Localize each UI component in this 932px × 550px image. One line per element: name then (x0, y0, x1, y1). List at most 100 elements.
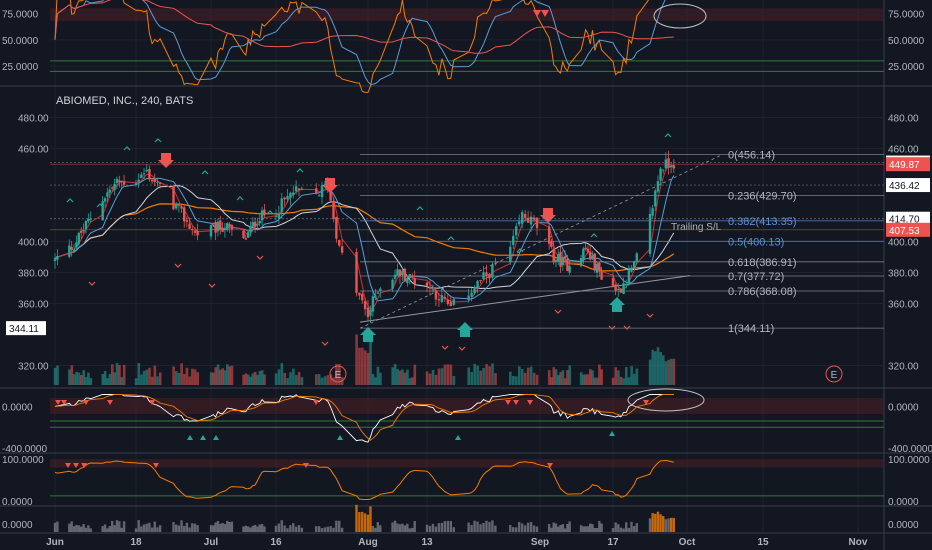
candle-body (242, 230, 245, 239)
cci-buy-marker (455, 435, 461, 440)
volume-panel-bar (482, 522, 485, 532)
candle-body (158, 182, 162, 184)
volume-bar (82, 370, 85, 385)
volume-bar (355, 334, 358, 385)
cci-sell-marker (149, 400, 155, 405)
candle-body (374, 295, 377, 298)
volume-bar (627, 377, 631, 385)
volume-panel-bar (84, 527, 88, 532)
up-chevron (296, 168, 304, 173)
candle-body (338, 240, 341, 246)
cci-buy-marker (200, 435, 206, 440)
main-y-tick-label: 360.00 (888, 300, 919, 311)
volume-panel-bar (523, 525, 527, 532)
top-y-tick-label: 25.0000 (888, 62, 925, 73)
volume-panel-bar (148, 522, 151, 532)
candle-body (428, 286, 432, 289)
volume-panel-bar (369, 506, 372, 532)
volume-panel-bar (338, 520, 341, 532)
candle-body (632, 261, 636, 269)
candle-body (470, 292, 473, 297)
candle-body (443, 296, 447, 299)
volume-bar (659, 352, 662, 385)
volume-bar (552, 367, 556, 385)
candle-body (212, 222, 215, 224)
volume-bar (188, 376, 191, 385)
volume-panel-bar (158, 525, 162, 532)
candle-body (355, 252, 358, 293)
volume-panel-bar (595, 527, 599, 532)
candle-body (672, 165, 675, 169)
volume-panel-bar (630, 521, 633, 532)
volume-panel-bar (648, 518, 652, 532)
volume-panel-bar (150, 527, 154, 532)
volume-panel-bar (591, 524, 594, 532)
volume-panel-bar (476, 521, 479, 532)
volume-panel-bar (82, 523, 85, 532)
candle-body (185, 220, 189, 222)
up-chevron (201, 170, 209, 175)
fib-level-label: 0.618(386.91) (728, 257, 797, 269)
annotation-ellipse (627, 388, 705, 412)
volume-panel-bar (140, 526, 143, 532)
volume-bar (520, 369, 524, 385)
candle-body (630, 267, 633, 272)
volume-bar (515, 376, 518, 385)
volume-bar (648, 359, 652, 385)
volume-panel-bar (256, 526, 259, 532)
candle-body (366, 307, 370, 318)
volume-bar (145, 369, 149, 385)
candle-body (391, 279, 394, 289)
candle-body (617, 288, 620, 291)
volume-bar (323, 376, 327, 385)
top-y-tick-label: 50.0000 (888, 36, 925, 47)
candle-body (595, 263, 599, 273)
volume-panel-bar (188, 527, 191, 532)
candle-body (547, 226, 551, 244)
volume-bar (446, 364, 450, 385)
volume-panel-bar (588, 523, 592, 532)
volume-panel-bar (219, 523, 222, 532)
volume-bar (651, 349, 655, 385)
volume-bar (529, 366, 533, 385)
main-y-tick-label-left: 360.00 (18, 300, 49, 311)
candle-body (358, 292, 361, 296)
volume-panel-bar (340, 527, 344, 532)
volume-bar (300, 377, 304, 385)
candle-body (323, 184, 327, 186)
candle-body (332, 201, 335, 220)
candle-body (209, 225, 213, 237)
candle-body (226, 223, 229, 231)
volume-panel-bar (582, 526, 585, 532)
volume-panel-bar (286, 528, 289, 532)
volume-bar (53, 367, 57, 385)
candle-body (669, 165, 673, 168)
volume-panel-bar (625, 522, 628, 532)
cci-buy-marker (337, 435, 343, 440)
cci-sell-marker (527, 400, 533, 405)
volume-bar (635, 368, 639, 385)
volume-bar (600, 369, 603, 385)
candle-body (145, 169, 148, 172)
volume-bar (614, 367, 618, 385)
candle-body (258, 221, 261, 224)
candle-body (611, 278, 615, 287)
left-price-tag-label: 344.11 (9, 324, 39, 335)
candle-body (396, 269, 399, 276)
candle-body (561, 257, 565, 266)
volume-bar (226, 364, 229, 385)
volume-panel-bar (244, 525, 248, 532)
volume-panel-bar (277, 523, 281, 532)
down-chevron (174, 263, 182, 268)
candle-body (656, 181, 660, 192)
volume-panel-bar (300, 527, 304, 532)
buy-signal-arrow (457, 322, 473, 337)
up-chevron (516, 248, 524, 253)
support-trend-line (359, 275, 691, 323)
candle-body (526, 217, 530, 223)
cci-sell-marker (313, 400, 319, 405)
cci-buy-marker (187, 435, 193, 440)
candle-body (101, 201, 104, 221)
x-axis: Jun 18 Jul 16 Aug 13 Sep 17 Oct 15 Nov (46, 537, 868, 548)
